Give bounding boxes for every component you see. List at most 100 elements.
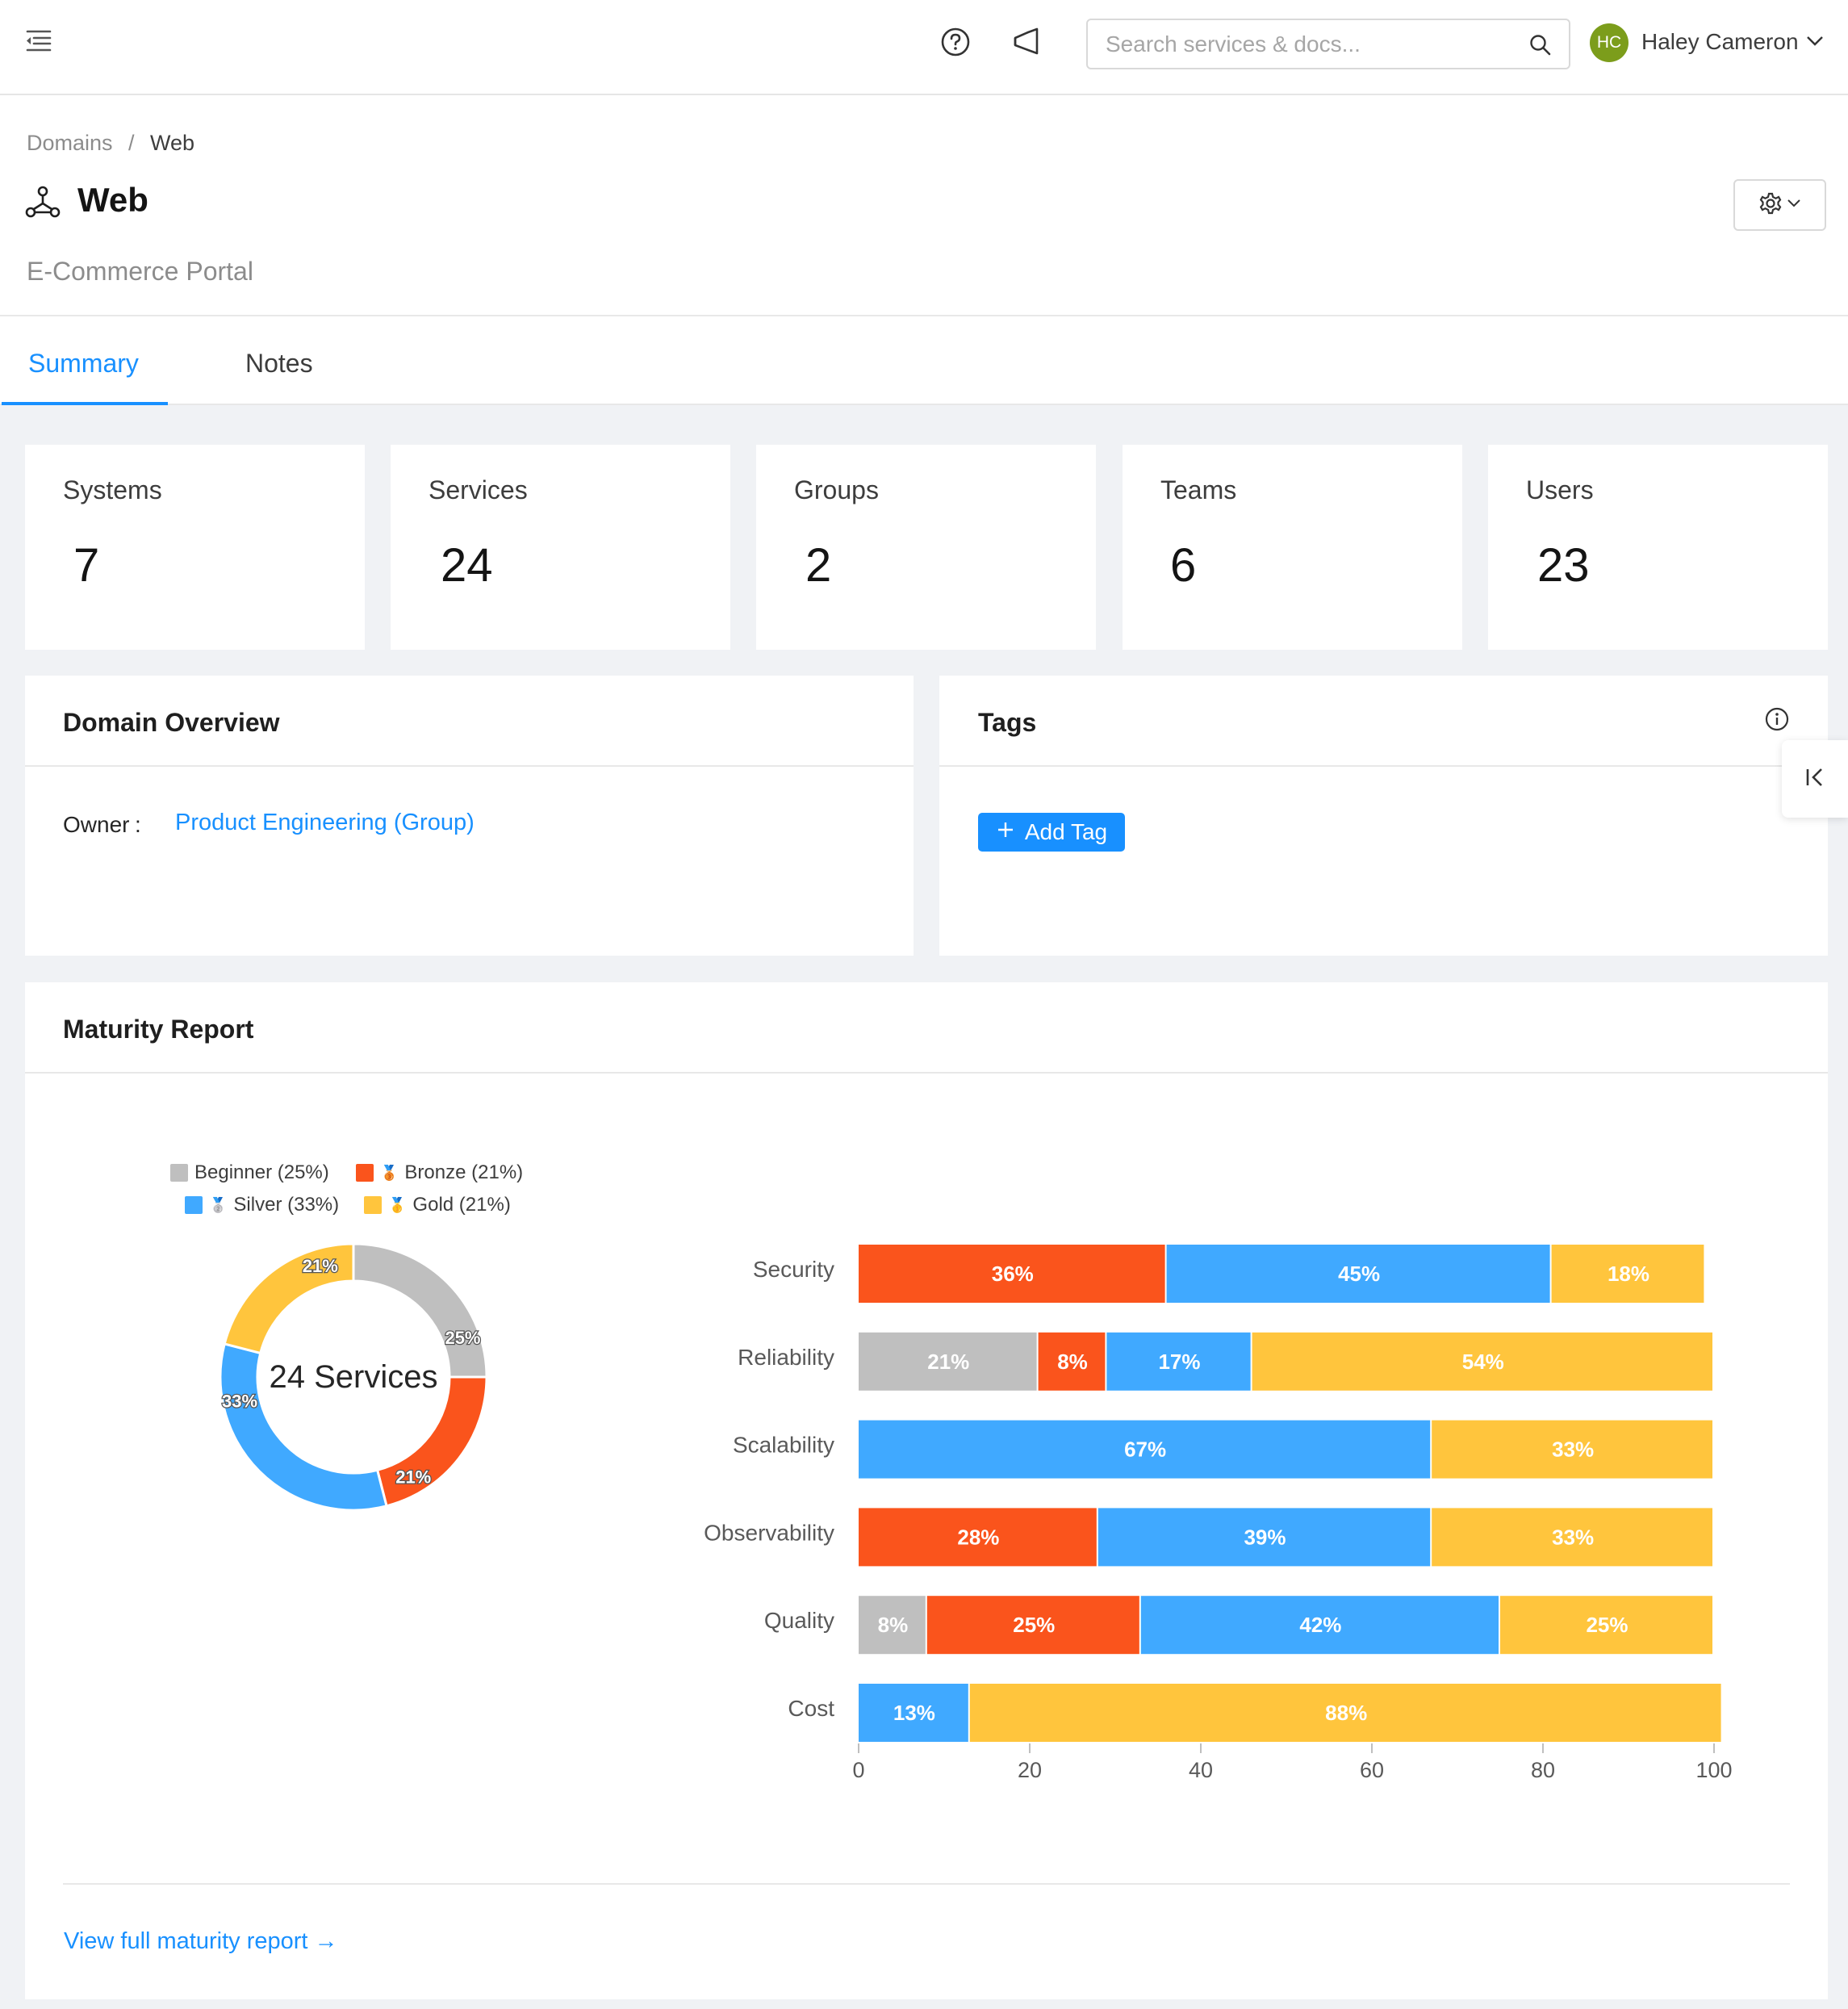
bar-segment-bronze[interactable]	[926, 1596, 1139, 1655]
bar-value-label: 21%	[927, 1350, 969, 1374]
bar-segment-silver[interactable]	[1098, 1508, 1431, 1567]
legend-item-beginner[interactable]: Beginner (25%)	[170, 1161, 329, 1184]
divider	[63, 1883, 1790, 1885]
stat-value: 2	[805, 539, 832, 592]
panel-header: Maturity Report	[25, 982, 1828, 1074]
donut-slice-label: 21%	[395, 1467, 431, 1487]
maturity-donut-chart: 25% 21% 33% 21% 24 Services	[219, 1242, 488, 1512]
page-header: Domains / Web Web E-Commerce Portal	[0, 95, 1848, 316]
donut-slice-label: 33%	[222, 1391, 257, 1411]
x-tick-label: 0	[852, 1758, 864, 1782]
bar-segment-gold[interactable]	[1500, 1596, 1712, 1655]
category-label: Reliability	[738, 1345, 834, 1370]
x-tick-label: 40	[1189, 1758, 1213, 1782]
tab-bar: Summary Notes	[0, 316, 1848, 405]
search-box[interactable]	[1086, 19, 1570, 69]
x-tick-label: 100	[1695, 1758, 1732, 1782]
bar-value-label: 33%	[1552, 1525, 1594, 1549]
breadcrumb-separator: /	[128, 131, 135, 155]
add-tag-button[interactable]: Add Tag	[978, 813, 1125, 852]
stat-label: Users	[1526, 475, 1594, 504]
tab-summary[interactable]: Summary	[28, 349, 139, 378]
chevron-down-icon[interactable]	[1804, 31, 1825, 56]
bar-segment-bronze[interactable]	[1038, 1332, 1106, 1391]
stat-card-services[interactable]: Services 24	[391, 445, 730, 650]
legend-item-silver[interactable]: 🥈 Silver (33%)	[185, 1194, 339, 1216]
gold-medal-icon: 🥇	[388, 1196, 407, 1213]
panel-header: Domain Overview	[25, 676, 914, 767]
donut-slice-beginner[interactable]	[352, 1242, 488, 1379]
search-input[interactable]	[1106, 27, 1509, 62]
bar-segment-gold[interactable]	[969, 1684, 1721, 1742]
bar-segment-bronze[interactable]	[859, 1508, 1097, 1567]
bar-value-label: 33%	[1552, 1438, 1594, 1462]
stat-label: Systems	[63, 475, 162, 504]
stat-card-users[interactable]: Users 23	[1488, 445, 1828, 650]
maturity-bar-chart: Security Reliability Scalability Observabil…	[704, 1245, 1733, 1782]
stat-card-teams[interactable]: Teams 6	[1123, 445, 1462, 650]
owner-label: Owner	[63, 812, 130, 837]
x-tick-label: 20	[1018, 1758, 1042, 1782]
search-icon[interactable]	[1528, 33, 1553, 61]
breadcrumb-domains[interactable]: Domains	[27, 131, 113, 155]
bar-value-label: 88%	[1325, 1701, 1367, 1725]
donut-slice-label: 21%	[303, 1256, 338, 1276]
bar-value-label: 25%	[1586, 1613, 1628, 1637]
bar-segment-gold[interactable]	[1551, 1245, 1704, 1303]
announcement-icon[interactable]	[1009, 24, 1044, 60]
bar-value-label: 8%	[878, 1613, 909, 1637]
category-label: Quality	[764, 1608, 834, 1633]
bar-segment-beginner[interactable]	[859, 1596, 926, 1655]
legend-item-gold[interactable]: 🥇 Gold (21%)	[364, 1194, 511, 1216]
owner-link[interactable]: Product Engineering (Group)	[175, 810, 475, 835]
stat-label: Services	[429, 475, 528, 504]
menu-toggle-icon[interactable]	[23, 26, 55, 55]
x-tick-label: 60	[1360, 1758, 1384, 1782]
donut-slice-bronze[interactable]	[375, 1375, 488, 1508]
legend-item-bronze[interactable]: 🥉 Bronze (21%)	[356, 1161, 523, 1184]
bar-segment-bronze[interactable]	[859, 1245, 1165, 1303]
x-tick-label: 80	[1531, 1758, 1555, 1782]
bar-segment-silver[interactable]	[1166, 1245, 1550, 1303]
stat-card-groups[interactable]: Groups 2	[756, 445, 1096, 650]
info-icon[interactable]	[1764, 706, 1790, 736]
stat-value: 6	[1170, 539, 1197, 592]
stat-card-systems[interactable]: Systems 7	[25, 445, 365, 650]
panel-title: Maturity Report	[63, 1015, 254, 1044]
bar-segment-silver[interactable]	[859, 1684, 968, 1742]
donut-slice-gold[interactable]	[223, 1242, 355, 1355]
bar-segment-silver[interactable]	[859, 1420, 1431, 1479]
bar-value-label: 54%	[1462, 1350, 1504, 1374]
link-label: View full maturity report	[64, 1928, 308, 1954]
bar-segment-gold[interactable]	[1432, 1508, 1712, 1567]
arrow-right-icon: →	[314, 1928, 338, 1954]
legend-label: Silver (33%)	[233, 1194, 340, 1216]
user-name[interactable]: Haley Cameron	[1641, 29, 1799, 54]
view-full-report-link[interactable]: View full maturity report →	[64, 1928, 338, 1955]
stat-value: 23	[1537, 539, 1590, 592]
settings-button[interactable]	[1733, 179, 1826, 231]
breadcrumb-current: Web	[150, 131, 195, 155]
help-icon[interactable]	[938, 24, 973, 60]
silver-medal-icon: 🥈	[209, 1196, 228, 1213]
bar-segment-silver[interactable]	[1106, 1332, 1251, 1391]
bar-segment-gold[interactable]	[1252, 1332, 1712, 1391]
collapse-panel-button[interactable]	[1782, 740, 1848, 818]
plus-icon	[996, 819, 1015, 845]
bar-segment-silver[interactable]	[1140, 1596, 1499, 1655]
stat-label: Groups	[794, 475, 879, 504]
bar-value-label: 13%	[893, 1701, 935, 1725]
collapse-left-icon	[1802, 764, 1828, 794]
tab-notes[interactable]: Notes	[245, 349, 313, 378]
stat-value: 7	[73, 539, 100, 592]
bar-value-label: 18%	[1608, 1262, 1649, 1286]
bar-segment-beginner[interactable]	[859, 1332, 1037, 1391]
category-label: Observability	[704, 1520, 834, 1545]
bar-value-label: 67%	[1124, 1438, 1166, 1462]
avatar[interactable]: HC	[1590, 23, 1628, 62]
category-label: Security	[753, 1257, 834, 1282]
bar-value-label: 39%	[1244, 1525, 1286, 1549]
stat-label: Teams	[1160, 475, 1237, 504]
bar-segment-gold[interactable]	[1432, 1420, 1712, 1479]
gear-icon	[1758, 191, 1783, 220]
